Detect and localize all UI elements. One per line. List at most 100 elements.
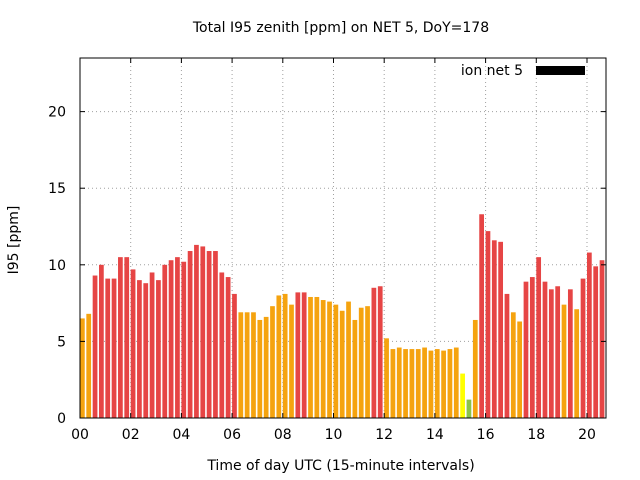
bar — [232, 293, 237, 418]
bar — [124, 257, 130, 418]
bar — [384, 338, 389, 418]
bar — [346, 301, 351, 418]
bar — [175, 257, 180, 418]
bar — [447, 349, 453, 418]
bar — [599, 260, 605, 418]
bar — [301, 292, 307, 418]
bar — [187, 251, 193, 418]
bar — [162, 264, 168, 418]
bar — [339, 310, 345, 418]
x-tick-label: 08 — [274, 427, 292, 443]
bar — [561, 304, 567, 418]
bar — [504, 293, 510, 418]
bar — [498, 241, 504, 418]
x-tick-label: 20 — [578, 427, 596, 443]
bar — [251, 312, 256, 418]
bar — [441, 350, 446, 418]
bar — [194, 244, 199, 418]
bar — [206, 251, 212, 418]
bar — [377, 286, 383, 418]
bars — [80, 214, 605, 418]
bar — [289, 304, 294, 418]
x-tick-label: 10 — [325, 427, 343, 443]
bar — [466, 399, 472, 418]
bar — [510, 312, 516, 418]
bar — [238, 312, 244, 418]
legend-label: ion net 5 — [461, 63, 523, 79]
bar — [219, 272, 225, 418]
bar — [472, 319, 478, 418]
bar — [593, 266, 599, 418]
bar — [542, 281, 548, 418]
bar — [403, 349, 408, 418]
x-tick-label: 16 — [477, 427, 495, 443]
bar — [580, 278, 586, 418]
legend: ion net 5 — [461, 63, 585, 79]
bar — [244, 312, 250, 418]
x-tick-label: 06 — [223, 427, 241, 443]
bar — [270, 306, 275, 418]
chart-title: Total I95 zenith [ppm] on NET 5, DoY=178 — [192, 20, 489, 36]
x-tick-label: 12 — [375, 427, 393, 443]
bar — [320, 300, 326, 418]
bar — [314, 296, 320, 418]
bar — [453, 347, 459, 418]
bar — [257, 319, 263, 418]
bar — [86, 313, 92, 418]
y-tick-labels: 0 5 10 15 20 — [48, 105, 66, 427]
bar — [92, 275, 98, 418]
bar — [434, 349, 440, 418]
bar — [352, 319, 358, 418]
bar — [143, 283, 149, 418]
legend-swatch — [536, 66, 585, 75]
bar — [390, 349, 396, 418]
x-axis-label: Time of day UTC (15-minute intervals) — [206, 458, 474, 474]
x-tick-label: 18 — [527, 427, 545, 443]
x-tick-label: 00 — [71, 427, 89, 443]
bar — [327, 301, 332, 418]
bar — [529, 277, 535, 418]
bar — [111, 278, 117, 418]
bar — [485, 231, 491, 418]
bar — [200, 246, 206, 418]
bar — [282, 293, 288, 418]
bar — [460, 373, 465, 418]
bar — [517, 321, 523, 418]
y-tick-label: 0 — [57, 411, 66, 427]
bar — [523, 281, 529, 418]
bar — [308, 296, 313, 418]
bar — [567, 289, 573, 418]
bar — [80, 318, 85, 418]
bar — [276, 295, 282, 418]
bar — [396, 347, 402, 418]
bar — [149, 272, 155, 418]
bar — [536, 257, 542, 418]
x-tick-labels: 00 02 04 06 08 10 12 14 16 18 20 — [71, 427, 596, 443]
bar — [333, 304, 339, 418]
bar — [99, 264, 104, 418]
bar — [409, 349, 415, 418]
bar — [263, 316, 269, 418]
y-axis-label: I95 [ppm] — [6, 206, 22, 275]
bar — [105, 278, 111, 418]
bar — [491, 240, 497, 418]
bar — [168, 260, 174, 418]
x-tick-label: 04 — [172, 427, 190, 443]
bar — [225, 277, 231, 418]
bar — [415, 349, 421, 418]
bar — [213, 251, 218, 418]
x-tick-label: 14 — [426, 427, 444, 443]
bar — [130, 269, 136, 418]
bar — [156, 280, 161, 418]
bar — [137, 280, 142, 418]
plot-frame — [79, 57, 607, 419]
y-tick-label: 15 — [48, 181, 66, 197]
y-tick-label: 5 — [57, 334, 66, 350]
bar — [118, 257, 123, 418]
y-tick-label: 20 — [48, 105, 66, 121]
bar — [574, 309, 580, 418]
bar — [422, 347, 427, 418]
bar — [371, 287, 377, 418]
bar — [428, 350, 434, 418]
